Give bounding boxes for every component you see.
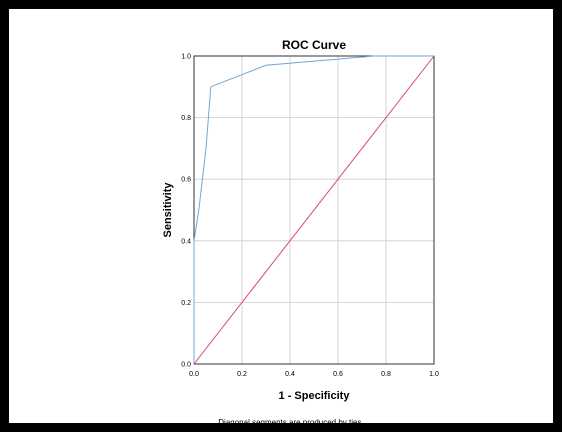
x-tick-label: 1.0 <box>429 371 439 378</box>
x-axis-label: 1 - Specificity <box>279 390 351 402</box>
footnote: Diagonal segments are produced by ties. <box>218 418 363 427</box>
x-tick-label: 0.4 <box>285 371 295 378</box>
plot-area <box>193 55 435 365</box>
x-tick-labels: 0.0 0.2 0.4 0.6 0.8 1.0 <box>189 371 439 378</box>
y-axis-label: Sensitivity <box>162 182 174 238</box>
roc-curve-line <box>193 55 434 364</box>
grid <box>194 56 434 364</box>
x-tick-label: 0.8 <box>381 371 391 378</box>
x-tick-label: 0.0 <box>189 371 199 378</box>
y-tick-label: 0.6 <box>181 177 191 184</box>
series-group <box>193 55 435 365</box>
y-tick-label: 0.2 <box>181 300 191 307</box>
x-tick-label: 0.2 <box>237 371 247 378</box>
chart-frame: 0.0 0.2 0.4 0.6 0.8 1.0 0.0 0.2 0.4 0.6 0.8 1.0 RO… <box>0 0 562 432</box>
y-tick-labels: 0.0 0.2 0.4 0.6 0.8 1.0 <box>181 54 191 369</box>
y-tick-label: 1.0 <box>181 54 191 61</box>
y-tick-label: 0.4 <box>181 238 191 245</box>
roc-chart: 0.0 0.2 0.4 0.6 0.8 1.0 0.0 0.2 0.4 0.6 0.8 1.0 RO… <box>162 38 439 427</box>
chart-title: ROC Curve <box>282 38 346 52</box>
y-tick-label: 0.8 <box>181 115 191 122</box>
y-tick-label: 0.0 <box>181 362 191 369</box>
reference-diagonal-line <box>193 55 435 365</box>
x-tick-label: 0.6 <box>333 371 343 378</box>
